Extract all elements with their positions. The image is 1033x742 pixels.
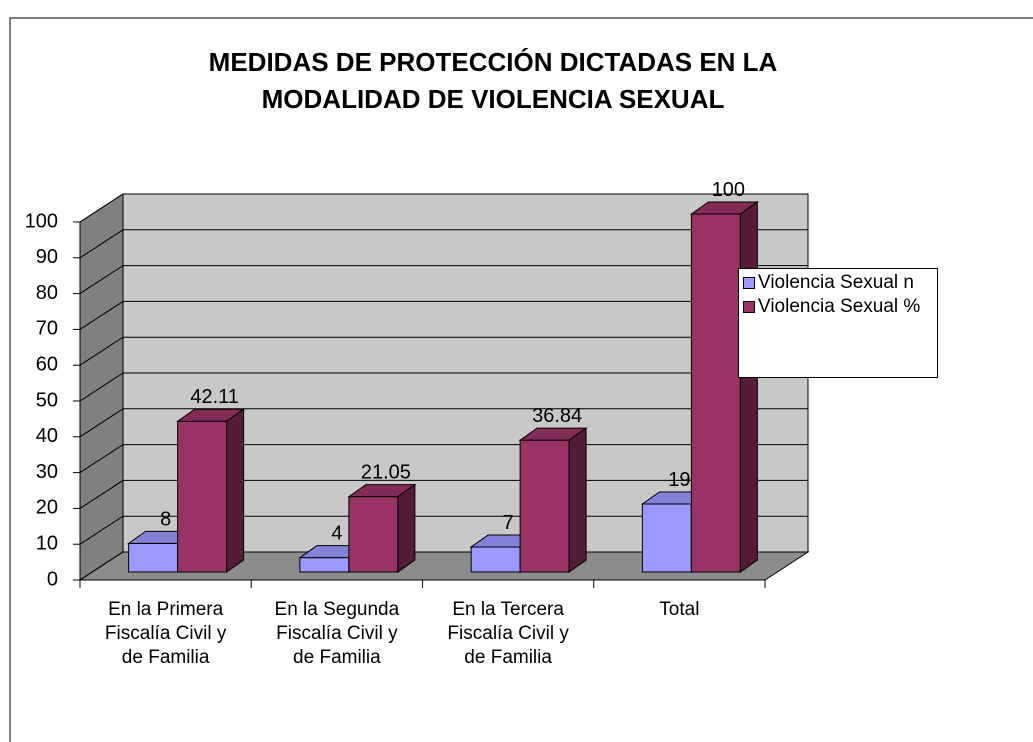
legend-label: Violencia Sexual n (758, 272, 914, 293)
bar (519, 439, 570, 573)
value-label: 100 (712, 179, 745, 201)
y-tick-label: 80 (36, 282, 58, 304)
value-label: 7 (503, 512, 514, 534)
x-tick-label: Total (659, 599, 700, 620)
grid-line (79, 372, 808, 402)
y-tick-label: 40 (36, 425, 58, 447)
legend-item: Violencia Sexual % (743, 295, 933, 319)
value-label: 8 (160, 508, 171, 530)
x-tick-label: En la Tercera Fiscalía Civil y de Famili… (447, 599, 569, 668)
y-tick-label: 10 (36, 532, 58, 554)
value-label: 36.84 (532, 405, 582, 427)
legend-swatch (743, 301, 755, 313)
chart-title: MEDIDAS DE PROTECCIÓN DICTADAS EN LA (209, 47, 778, 77)
y-tick-label: 100 (25, 210, 58, 232)
value-label: 4 (331, 523, 342, 545)
grid-line (79, 193, 808, 223)
x-tick-label: En la Primera Fiscalía Civil y de Famili… (104, 599, 227, 668)
bar (690, 213, 741, 573)
bar (348, 496, 399, 573)
bar-side (739, 201, 758, 573)
bar (177, 420, 228, 573)
legend: Violencia Sexual n Violencia Sexual % (738, 268, 938, 378)
y-tick-label: 90 (36, 246, 58, 268)
bar-side (397, 483, 416, 573)
grid-line (79, 336, 808, 366)
x-tick-label: En la Segunda Fiscalía Civil y de Famili… (274, 599, 400, 668)
chart-border (9, 17, 1033, 742)
bar (128, 542, 179, 573)
bar-side (568, 427, 587, 573)
y-tick-label: 20 (36, 497, 58, 519)
value-label: 19 (668, 469, 690, 491)
grid-line (79, 408, 808, 438)
y-tick-label: 60 (36, 353, 58, 375)
grid-line (79, 265, 808, 295)
y-tick-label: 0 (47, 568, 58, 590)
y-tick-label: 30 (36, 461, 58, 483)
y-tick-label: 50 (36, 389, 58, 411)
legend-item: Violencia Sexual n (743, 271, 933, 295)
grid-line (79, 300, 808, 330)
bar (299, 557, 350, 573)
bar (641, 503, 692, 573)
legend-swatch (743, 277, 755, 289)
y-tick-label: 70 (36, 318, 58, 340)
value-label: 21.05 (361, 462, 411, 484)
chart-title: MODALIDAD DE VIOLENCIA SEXUAL (262, 84, 725, 114)
grid-line (79, 229, 808, 259)
bar-side (226, 408, 245, 573)
legend-label: Violencia Sexual % (758, 296, 921, 317)
value-label: 42.11 (190, 386, 239, 408)
bar (470, 546, 521, 573)
